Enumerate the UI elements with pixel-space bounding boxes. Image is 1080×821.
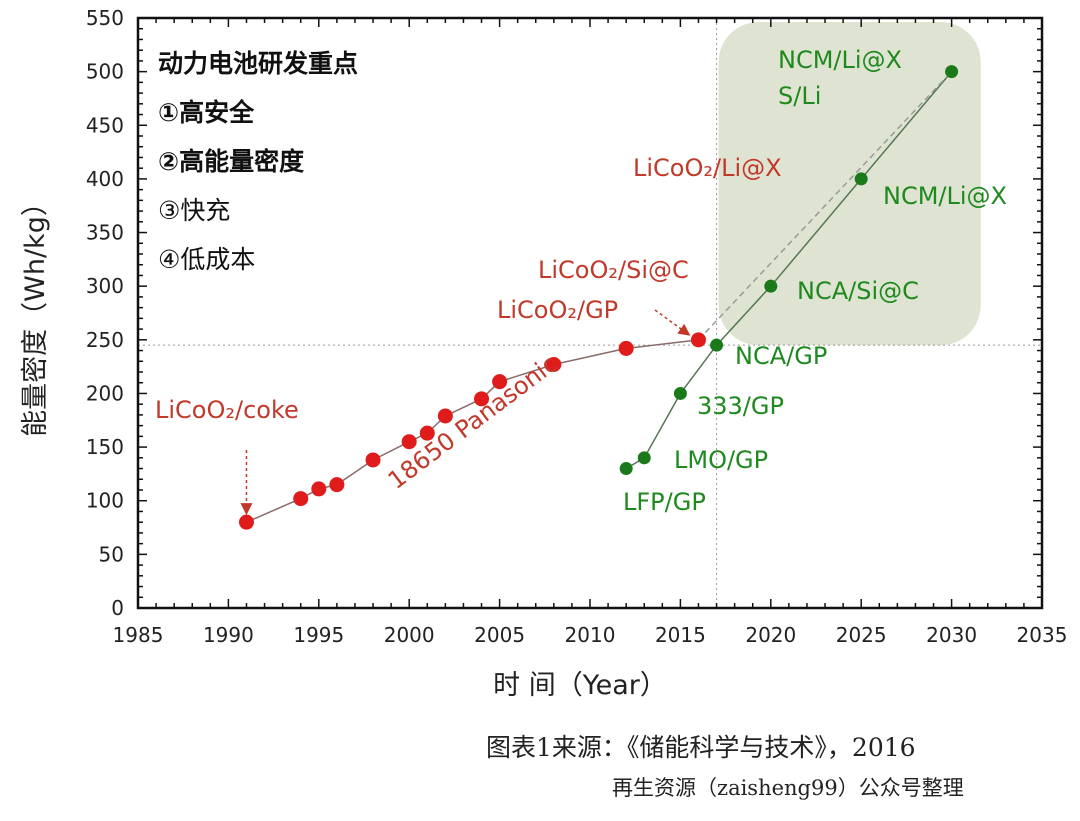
data-point-green [637,451,651,465]
annotation-red: LiCoO₂/coke [155,396,299,424]
y-tick-label: 450 [86,113,124,137]
annotation-green: 333/GP [697,392,784,420]
annotation-green: S/Li [778,82,821,110]
source-caption: 图表1来源：《储能科学与技术》，2016 [486,733,916,762]
annotation-green: NCM/Li@X [778,46,902,74]
data-point-green [854,172,868,186]
data-point-red [311,481,327,497]
annotation-red: LiCoO₂/GP [497,296,618,324]
data-point-green [945,65,959,79]
x-tick-label: 2010 [565,623,616,647]
data-point-red [437,408,453,424]
arrow-licoo2-gp [654,309,691,336]
x-tick-label: 2030 [926,623,977,647]
y-tick-label: 550 [86,6,124,30]
y-tick-label: 150 [86,435,124,459]
projection-line [697,71,953,341]
x-tick-label: 1995 [293,623,344,647]
annotation-green: NCA/GP [735,342,827,370]
annotation-red: LiCoO₂/Si@C [538,256,689,284]
data-point-red [546,356,562,372]
y-tick-label: 500 [86,60,124,84]
data-point-green [619,462,633,476]
credit-caption: 再生资源（zaisheng99）公众号整理 [612,776,964,800]
notes-heading: 动力电池研发重点 [158,49,358,78]
x-tick-label: 2000 [384,623,435,647]
x-tick-label: 2015 [655,623,706,647]
data-point-green [764,279,778,293]
data-point-red [474,391,490,407]
y-tick-label: 400 [86,167,124,191]
x-tick-label: 1990 [203,623,254,647]
x-tick-label: 2005 [474,623,525,647]
notes-item: ①高安全 [158,98,255,127]
data-point-red [419,425,435,441]
y-axis-label: 能量密度（Wh/kg） [20,189,51,437]
data-point-red [618,340,634,356]
annotation-green: NCA/Si@C [797,277,919,305]
data-point-green [710,338,724,352]
data-point-red [690,332,706,348]
data-point-red [365,452,381,468]
x-axis-label: 时 间（Year） [493,670,667,701]
x-tick-label: 2035 [1017,623,1068,647]
notes-item: ④低成本 [158,245,255,274]
data-point-red [401,434,417,450]
series-label-18650-panasonic: 18650 Panasonic [383,349,563,494]
notes-item: ③快充 [158,196,230,225]
y-tick-label: 250 [86,328,124,352]
y-tick-label: 0 [111,596,124,620]
x-tick-label: 2025 [836,623,887,647]
data-point-red [329,477,345,493]
x-tick-label: 1985 [113,623,164,647]
annotation-green: LFP/GP [623,488,706,516]
notes-item: ②高能量密度 [158,147,304,176]
x-tick-label: 2020 [745,623,796,647]
y-tick-label: 200 [86,381,124,405]
data-point-red [238,514,254,530]
y-tick-label: 300 [86,274,124,298]
data-point-red [492,374,508,390]
highlight-region [718,22,981,346]
data-point-red [293,491,309,507]
data-point-green [673,386,687,400]
annotation-green: LMO/GP [674,446,768,474]
annotation-red: LiCoO₂/Li@X [633,154,782,182]
y-tick-label: 350 [86,221,124,245]
y-tick-label: 50 [99,542,124,566]
annotation-green: NCM/Li@X [883,182,1007,210]
y-tick-label: 100 [86,489,124,513]
